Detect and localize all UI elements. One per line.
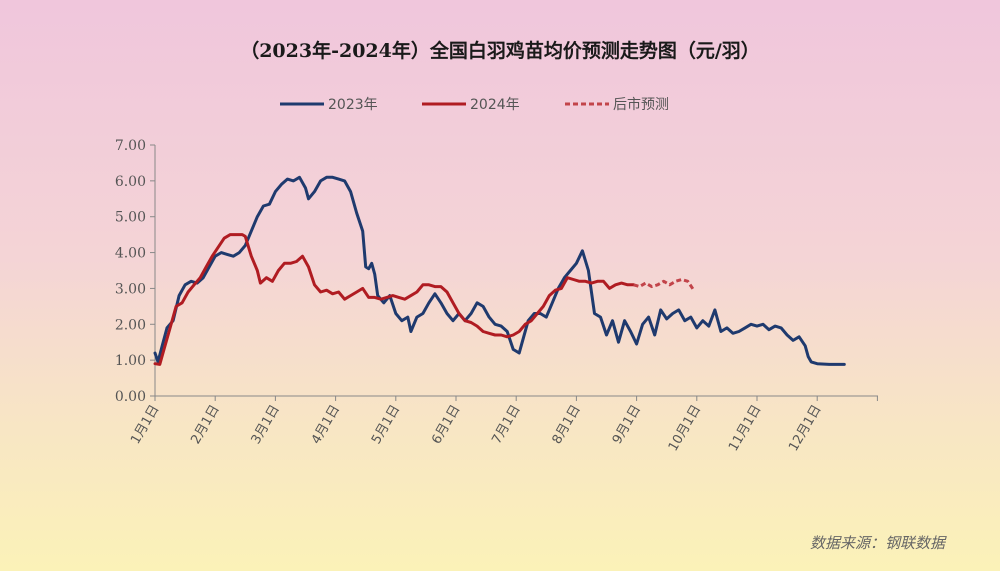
x-tick-label: 12月1日 [786, 403, 824, 455]
x-tick-label: 3月1日 [249, 403, 283, 447]
chart-title: （2023年-2024年）全国白羽鸡苗均价预测走势图（元/羽） [240, 39, 760, 62]
series-line-0 [153, 175, 846, 366]
y-tick-label: 7.00 [115, 138, 146, 154]
y-tick-label: 4.00 [115, 246, 146, 262]
y-tick-label: 2.00 [115, 317, 146, 333]
x-tick-label: 5月1日 [369, 403, 403, 447]
legend-label-0: 2023年 [328, 97, 378, 113]
x-tick-label: 11月1日 [726, 403, 764, 455]
x-tick-label: 6月1日 [429, 403, 463, 447]
series-line-2 [633, 278, 696, 292]
x-tick-label: 4月1日 [309, 403, 343, 447]
x-tick-label: 1月1日 [128, 403, 162, 447]
x-tick-label: 9月1日 [610, 403, 644, 447]
x-tick-label: 8月1日 [550, 403, 584, 447]
series-line-1 [153, 233, 636, 366]
y-tick-label: 0.00 [115, 389, 146, 405]
axes: 0.00 1.00 2.00 3.00 4.00 5.00 6.00 7.00 1月1日 2月1日… [115, 138, 878, 454]
y-tick-label: 6.00 [115, 174, 146, 190]
series-layer [153, 175, 846, 366]
y-tick-label: 1.00 [115, 353, 146, 369]
y-tick-label: 3.00 [115, 281, 146, 297]
source-note: 数据来源：钢联数据 [810, 534, 947, 552]
x-tick-label: 7月1日 [489, 403, 523, 447]
x-tick-label: 10月1日 [666, 403, 704, 455]
x-tick-label: 2月1日 [188, 403, 222, 447]
legend: 2023年 2024年 后市预测 [280, 96, 669, 113]
legend-label-1: 2024年 [470, 97, 520, 113]
y-tick-label: 5.00 [115, 210, 146, 226]
legend-label-2: 后市预测 [613, 96, 669, 113]
